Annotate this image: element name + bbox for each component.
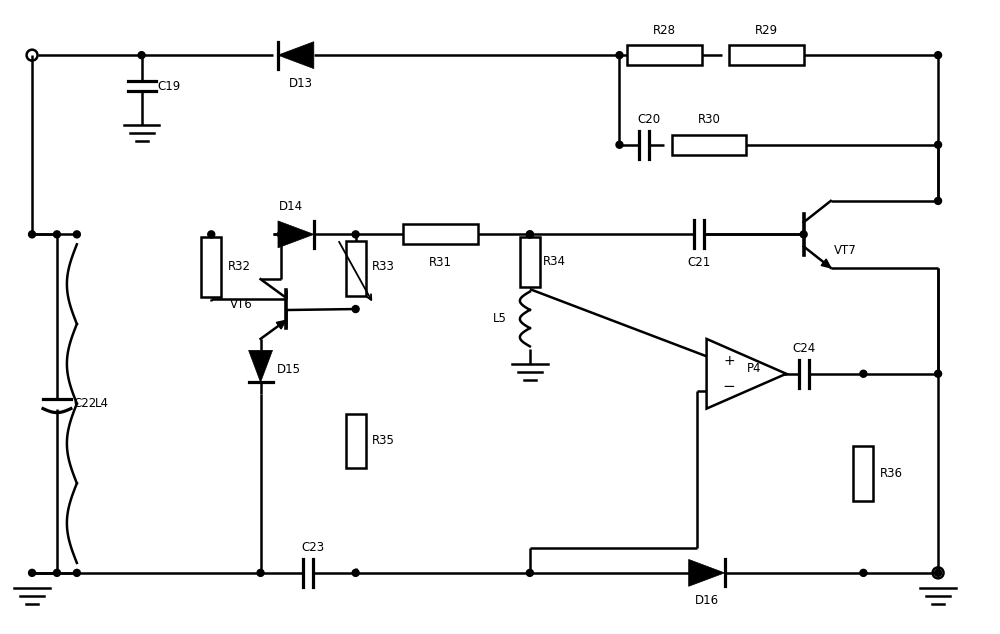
- Circle shape: [277, 231, 284, 238]
- Circle shape: [53, 569, 60, 576]
- Text: C19: C19: [158, 79, 181, 93]
- Polygon shape: [821, 259, 831, 268]
- Circle shape: [526, 231, 533, 238]
- Text: P4: P4: [747, 362, 762, 375]
- Circle shape: [935, 197, 942, 204]
- Circle shape: [352, 569, 359, 576]
- Circle shape: [29, 569, 36, 576]
- Circle shape: [616, 141, 623, 148]
- Bar: [627, 45, 702, 65]
- Circle shape: [860, 569, 867, 576]
- Text: L5: L5: [493, 313, 507, 325]
- Text: R29: R29: [755, 23, 778, 37]
- Bar: [346, 242, 366, 296]
- Circle shape: [935, 51, 942, 58]
- Circle shape: [208, 231, 215, 238]
- Circle shape: [29, 231, 36, 238]
- Text: C20: C20: [638, 113, 661, 126]
- Circle shape: [935, 370, 942, 377]
- Bar: [853, 446, 873, 501]
- Circle shape: [526, 231, 533, 238]
- Circle shape: [53, 231, 60, 238]
- Text: +: +: [723, 354, 735, 368]
- Text: −: −: [723, 378, 735, 394]
- Text: D13: D13: [289, 77, 313, 89]
- Polygon shape: [689, 559, 725, 586]
- Text: D15: D15: [276, 363, 300, 376]
- Text: R30: R30: [698, 113, 721, 126]
- Text: R32: R32: [228, 260, 251, 273]
- Bar: [403, 224, 478, 244]
- Text: C21: C21: [687, 256, 711, 269]
- Text: R33: R33: [372, 260, 395, 273]
- Polygon shape: [278, 221, 314, 248]
- Polygon shape: [707, 339, 786, 408]
- Text: R35: R35: [372, 434, 395, 448]
- Text: VT6: VT6: [230, 297, 253, 311]
- Text: R31: R31: [429, 256, 452, 269]
- Bar: [520, 237, 540, 287]
- Bar: [672, 135, 746, 155]
- Circle shape: [616, 51, 623, 58]
- Text: R28: R28: [653, 23, 676, 37]
- Circle shape: [800, 231, 807, 238]
- Polygon shape: [276, 320, 286, 329]
- Circle shape: [526, 569, 533, 576]
- Circle shape: [138, 51, 145, 58]
- Bar: [201, 237, 221, 297]
- Circle shape: [352, 306, 359, 313]
- Bar: [346, 413, 366, 469]
- Circle shape: [73, 569, 80, 576]
- Circle shape: [73, 231, 80, 238]
- Polygon shape: [249, 351, 273, 382]
- Text: C22: C22: [73, 397, 96, 410]
- Text: C24: C24: [792, 342, 815, 356]
- Circle shape: [860, 370, 867, 377]
- Text: R36: R36: [880, 467, 903, 480]
- Bar: [729, 45, 804, 65]
- Text: R34: R34: [543, 256, 566, 268]
- Polygon shape: [278, 42, 314, 68]
- Circle shape: [935, 141, 942, 148]
- Circle shape: [352, 231, 359, 238]
- Circle shape: [935, 569, 942, 576]
- Text: L4: L4: [95, 397, 109, 410]
- Circle shape: [257, 569, 264, 576]
- Text: VT7: VT7: [834, 244, 857, 257]
- Text: D16: D16: [695, 594, 719, 607]
- Text: D14: D14: [279, 200, 303, 213]
- Text: C23: C23: [302, 541, 325, 555]
